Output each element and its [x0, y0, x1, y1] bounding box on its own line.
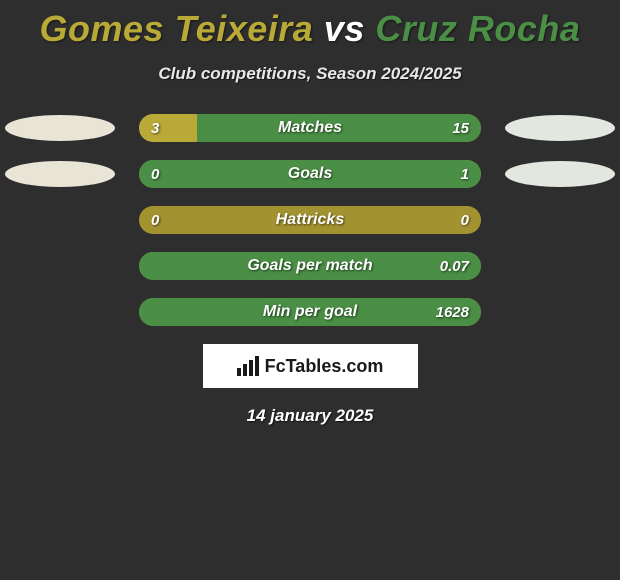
stat-bar: 3Matches15 [139, 114, 481, 142]
stat-row: 3Matches15 [0, 114, 620, 142]
stat-value-right: 1628 [436, 298, 469, 326]
date-label: 14 january 2025 [247, 406, 374, 426]
player2-avatar [505, 161, 615, 187]
stat-label: Goals per match [139, 252, 481, 280]
stat-label: Min per goal [139, 298, 481, 326]
comparison-card: Gomes Teixeira vs Cruz Rocha Club compet… [0, 0, 620, 426]
page-title: Gomes Teixeira vs Cruz Rocha [40, 8, 581, 50]
stat-bar: 0Goals1 [139, 160, 481, 188]
brand-text: FcTables.com [265, 356, 384, 377]
stat-value-right: 0 [461, 206, 469, 234]
player1-avatar [5, 161, 115, 187]
stats-list: 3Matches150Goals10Hattricks0Goals per ma… [0, 114, 620, 326]
stat-bar: Min per goal1628 [139, 298, 481, 326]
stat-row: 0Hattricks0 [0, 206, 620, 234]
title-player2: Cruz Rocha [375, 8, 580, 49]
stat-value-right: 15 [452, 114, 469, 142]
subtitle: Club competitions, Season 2024/2025 [158, 64, 461, 84]
stat-value-right: 0.07 [440, 252, 469, 280]
stat-row: Goals per match0.07 [0, 252, 620, 280]
bar-chart-icon [237, 356, 259, 376]
stat-row: Min per goal1628 [0, 298, 620, 326]
brand-badge[interactable]: FcTables.com [203, 344, 418, 388]
stat-value-right: 1 [461, 160, 469, 188]
player2-avatar [505, 115, 615, 141]
stat-label: Goals [139, 160, 481, 188]
stat-label: Matches [139, 114, 481, 142]
stat-label: Hattricks [139, 206, 481, 234]
title-vs: vs [324, 8, 365, 49]
stat-row: 0Goals1 [0, 160, 620, 188]
player1-avatar [5, 115, 115, 141]
stat-bar: Goals per match0.07 [139, 252, 481, 280]
stat-bar: 0Hattricks0 [139, 206, 481, 234]
title-player1: Gomes Teixeira [40, 8, 314, 49]
